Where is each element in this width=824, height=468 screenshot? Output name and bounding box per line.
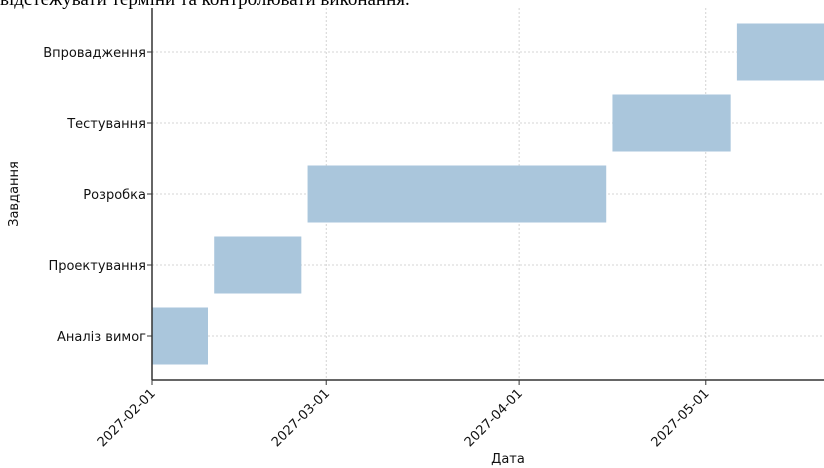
partial-text-above-chart: відстежувати терміни та контролювати вик… bbox=[0, 0, 824, 13]
task-bar bbox=[307, 165, 607, 223]
x-tick-label: 2027-04-01 bbox=[462, 386, 526, 450]
x-tick-labels: 2027-02-01 2027-03-01 2027-04-01 2027-05-01 bbox=[95, 386, 713, 450]
y-tick-label: Розробка bbox=[83, 188, 146, 203]
task-bar bbox=[612, 94, 731, 152]
task-bars bbox=[152, 23, 824, 365]
axes bbox=[147, 8, 824, 385]
y-tick-labels: Аналіз вимог Проектування Розробка Тестуван… bbox=[43, 46, 146, 345]
y-axis-title: Завдання bbox=[7, 161, 22, 227]
x-tick-label: 2027-03-01 bbox=[269, 386, 333, 450]
task-bar bbox=[152, 307, 208, 365]
y-tick-label: Тестування bbox=[66, 117, 146, 132]
y-tick-label: Аналіз вимог bbox=[57, 330, 146, 345]
x-tick-label: 2027-02-01 bbox=[95, 386, 159, 450]
task-bar bbox=[214, 236, 302, 294]
y-tick-label: Проектування bbox=[48, 259, 146, 274]
x-axis-title: Дата bbox=[491, 452, 525, 467]
x-tick-label: 2027-05-01 bbox=[649, 386, 713, 450]
task-bar bbox=[736, 23, 824, 81]
y-tick-label: Впровадження bbox=[43, 46, 146, 61]
